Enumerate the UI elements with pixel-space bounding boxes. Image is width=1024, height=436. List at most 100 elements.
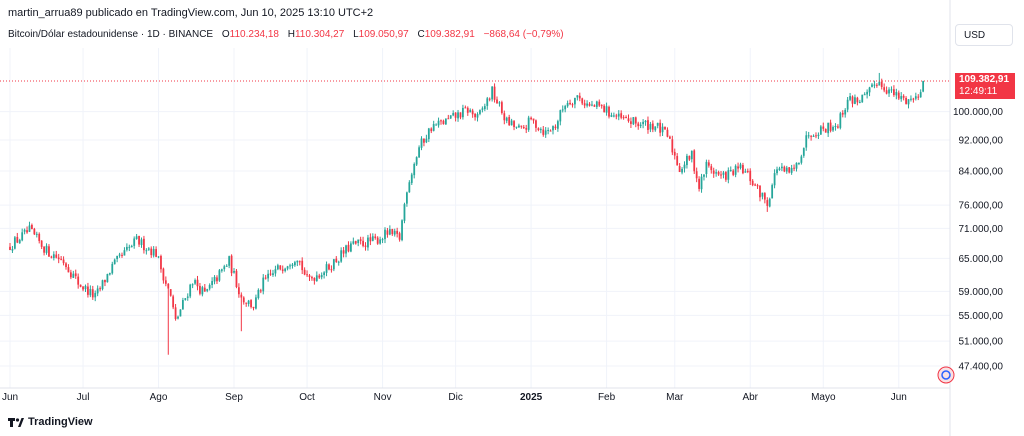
candle-body xyxy=(902,95,905,98)
candle-body xyxy=(744,171,747,173)
candle xyxy=(194,278,196,285)
candle xyxy=(252,306,255,311)
candle-body xyxy=(410,174,413,183)
candle xyxy=(413,162,416,179)
candle-body xyxy=(880,81,883,87)
candle xyxy=(328,263,330,271)
candle-body xyxy=(413,163,416,176)
high-value: 110.304,27 xyxy=(294,29,345,40)
candle xyxy=(164,276,167,287)
candle-body xyxy=(642,121,644,125)
candle-body xyxy=(371,236,374,241)
candle-body xyxy=(442,120,445,125)
candle xyxy=(440,119,442,125)
candle-body xyxy=(630,121,632,124)
candle xyxy=(384,227,386,244)
candle-body xyxy=(289,265,291,267)
candle xyxy=(888,87,890,97)
candle-body xyxy=(498,102,501,104)
candle xyxy=(396,227,399,238)
candle xyxy=(854,94,856,105)
candle-body xyxy=(418,147,420,158)
currency-button[interactable]: USD xyxy=(955,24,1013,46)
candle-body xyxy=(242,297,245,303)
candle-body xyxy=(527,117,530,130)
y-tick-label: 92.000,00 xyxy=(959,135,1004,146)
candle-body xyxy=(578,95,581,99)
candle-body xyxy=(559,110,562,122)
candle-body xyxy=(510,120,513,126)
candle-body xyxy=(462,107,464,118)
candle-body xyxy=(454,112,457,118)
candle xyxy=(639,122,642,129)
candle xyxy=(208,283,211,291)
candle-body xyxy=(48,246,50,257)
candle xyxy=(408,180,411,193)
candle xyxy=(225,264,228,267)
candle xyxy=(245,302,248,307)
candle xyxy=(57,253,60,264)
candle xyxy=(471,108,474,118)
candle xyxy=(332,258,335,272)
candle-body xyxy=(369,237,372,242)
candle xyxy=(18,238,21,244)
candle xyxy=(671,135,674,156)
candle xyxy=(668,135,671,139)
candle-body xyxy=(671,139,674,153)
candle-body xyxy=(403,204,406,221)
candle xyxy=(875,83,878,88)
candle xyxy=(291,262,294,269)
candle-body xyxy=(157,256,160,258)
candle-body xyxy=(67,267,70,273)
candle xyxy=(556,119,559,132)
candle-body xyxy=(651,123,654,130)
candle-body xyxy=(108,273,111,275)
candle-body xyxy=(537,128,540,130)
candle-body xyxy=(447,118,450,120)
candle xyxy=(732,169,735,177)
candle-body xyxy=(576,95,579,98)
candle xyxy=(644,120,647,126)
candle-body xyxy=(768,198,771,207)
candle xyxy=(615,113,618,120)
candle xyxy=(532,118,535,124)
candle xyxy=(301,257,304,275)
candle-body xyxy=(917,96,920,98)
candle xyxy=(561,105,564,113)
candle-body xyxy=(839,113,842,128)
candle-body xyxy=(457,112,459,119)
candle xyxy=(827,122,830,137)
candle xyxy=(810,135,813,141)
candle-body xyxy=(230,255,233,274)
candle-body xyxy=(676,156,679,166)
candle-body xyxy=(829,122,832,131)
candle xyxy=(739,162,742,170)
candle-body xyxy=(255,297,257,309)
candle xyxy=(293,260,296,267)
candle-body xyxy=(785,167,788,172)
candle-body xyxy=(52,254,55,259)
candle xyxy=(257,288,260,300)
candle-body xyxy=(440,120,442,122)
candle-body xyxy=(128,246,131,248)
candle-body xyxy=(164,280,167,284)
candle-body xyxy=(620,113,623,118)
candle-body xyxy=(513,121,515,128)
candle xyxy=(145,248,148,255)
candle-body xyxy=(681,168,683,173)
candle xyxy=(403,202,406,224)
candle-body xyxy=(486,98,489,106)
candle-body xyxy=(683,164,686,169)
candle-body xyxy=(315,275,318,281)
candle xyxy=(362,236,364,248)
candle xyxy=(688,155,691,161)
candle-body xyxy=(522,126,525,128)
candle xyxy=(398,231,401,242)
candle-body xyxy=(474,113,476,118)
candle-body xyxy=(96,288,99,294)
candle-body xyxy=(819,126,822,135)
candle-body xyxy=(471,110,474,115)
candle xyxy=(683,161,686,173)
candle-body xyxy=(391,228,394,235)
